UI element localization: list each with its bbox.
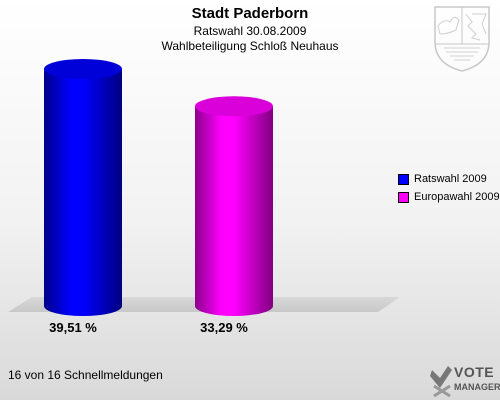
legend-label-ratswahl-2009: Ratswahl 2009 <box>414 173 487 185</box>
nrw-crest-icon <box>434 6 490 72</box>
logo-word-vote: VOTE <box>454 364 495 380</box>
legend-item-ratswahl-2009: Ratswahl 2009 <box>398 170 500 188</box>
legend-label-europawahl-2009: Europawahl 2009 <box>414 191 500 203</box>
legend-item-europawahl-2009: Europawahl 2009 <box>398 188 500 206</box>
footer-status: 16 von 16 Schnellmeldungen <box>8 368 163 382</box>
legend: Ratswahl 2009 Europawahl 2009 <box>398 170 500 206</box>
votemanager-logo-icon: VOTE MANAGER <box>428 362 500 398</box>
value-label-europawahl-2009: 33,29 % <box>200 320 248 335</box>
legend-swatch-ratswahl-2009 <box>398 173 409 185</box>
logo-word-manager: MANAGER <box>454 382 500 392</box>
bar-ratswahl-2009 <box>44 68 122 316</box>
chart-subtitle-2: Wahlbeteiligung Schloß Neuhaus <box>161 39 339 53</box>
value-label-ratswahl-2009: 39,51 % <box>49 320 97 335</box>
legend-swatch-europawahl-2009 <box>398 191 409 203</box>
bar-europawahl-2009 <box>195 106 273 316</box>
chart-title: Stadt Paderborn <box>191 5 309 22</box>
bar-top-europawahl-2009 <box>195 96 273 117</box>
bar-shadow-europawahl-2009 <box>269 196 379 306</box>
bar-top-ratswahl-2009 <box>44 58 122 79</box>
chart-subtitle: Ratswahl 30.08.2009 <box>193 24 307 38</box>
